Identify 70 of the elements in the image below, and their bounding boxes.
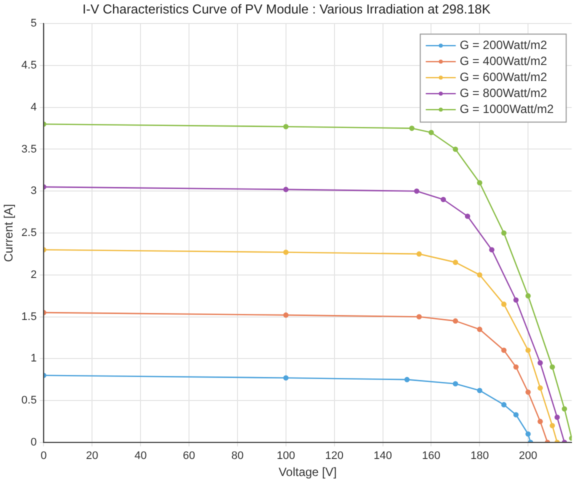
- x-tick-label: 160: [422, 450, 440, 462]
- point: [409, 126, 414, 131]
- legend-label: G = 1000Watt/m2: [460, 102, 554, 116]
- point: [554, 414, 560, 420]
- point: [538, 418, 543, 424]
- point: [283, 250, 289, 255]
- point: [477, 388, 482, 394]
- x-tick-label: 200: [518, 450, 538, 462]
- legend-label: G = 200Watt/m2: [460, 38, 548, 52]
- x-tick-label: 60: [182, 450, 196, 462]
- point: [464, 214, 470, 219]
- point: [452, 318, 458, 324]
- y-tick-label: 2.5: [21, 227, 37, 240]
- point: [283, 124, 289, 130]
- point: [501, 302, 507, 307]
- x-tick-label: 140: [374, 450, 392, 462]
- x-tick-label: 20: [86, 450, 98, 462]
- y-tick-label: 4: [30, 101, 37, 114]
- x-tick-label: 40: [134, 450, 147, 462]
- legend-label: G = 400Watt/m2: [460, 54, 548, 68]
- point: [501, 348, 507, 353]
- point: [513, 364, 519, 370]
- point: [477, 326, 482, 332]
- x-tick-label: 0: [40, 450, 47, 462]
- point: [562, 406, 568, 412]
- x-tick-label: 80: [231, 450, 244, 462]
- point: [440, 196, 446, 202]
- y-tick-label: 3.5: [21, 143, 37, 156]
- y-axis-title: Current [A]: [2, 204, 16, 262]
- point: [501, 402, 507, 408]
- y-tick-label: 0.5: [21, 394, 37, 407]
- point: [428, 130, 434, 136]
- x-tick-label: 180: [470, 450, 489, 462]
- y-tick-label: 0: [30, 436, 37, 448]
- point: [477, 180, 482, 186]
- point: [538, 385, 543, 391]
- legend-label: G = 600Watt/m2: [460, 70, 548, 84]
- point: [452, 381, 458, 386]
- legend-label: G = 800Watt/m2: [460, 86, 548, 100]
- point: [283, 375, 289, 381]
- point: [513, 297, 519, 303]
- point: [283, 312, 289, 318]
- y-tick-label: 1: [30, 352, 37, 365]
- point: [404, 376, 410, 382]
- point: [525, 389, 531, 395]
- y-tick-label: 3: [30, 185, 37, 198]
- point: [452, 146, 458, 152]
- point: [538, 360, 543, 366]
- point: [416, 314, 422, 320]
- y-tick-label: 2: [30, 268, 37, 281]
- point: [550, 364, 555, 370]
- point: [416, 251, 422, 257]
- x-tick-label: 120: [325, 450, 344, 462]
- y-tick-label: 4.5: [21, 60, 37, 72]
- y-tick-label: 5: [30, 18, 37, 30]
- point: [501, 230, 507, 236]
- point: [513, 412, 519, 418]
- x-tick-label: 100: [276, 450, 296, 462]
- point: [525, 348, 531, 353]
- point: [283, 186, 289, 192]
- y-tick-label: 1.5: [21, 310, 37, 323]
- x-axis-title: Voltage [V]: [278, 465, 337, 480]
- point: [525, 293, 531, 298]
- point: [489, 247, 494, 252]
- point: [525, 431, 531, 437]
- point: [550, 423, 555, 428]
- chart-title: I-V Characteristics Curve of PV Module : Various Irradiation at 298.18K: [82, 1, 491, 16]
- point: [477, 272, 482, 278]
- point: [414, 188, 420, 194]
- point: [452, 260, 458, 265]
